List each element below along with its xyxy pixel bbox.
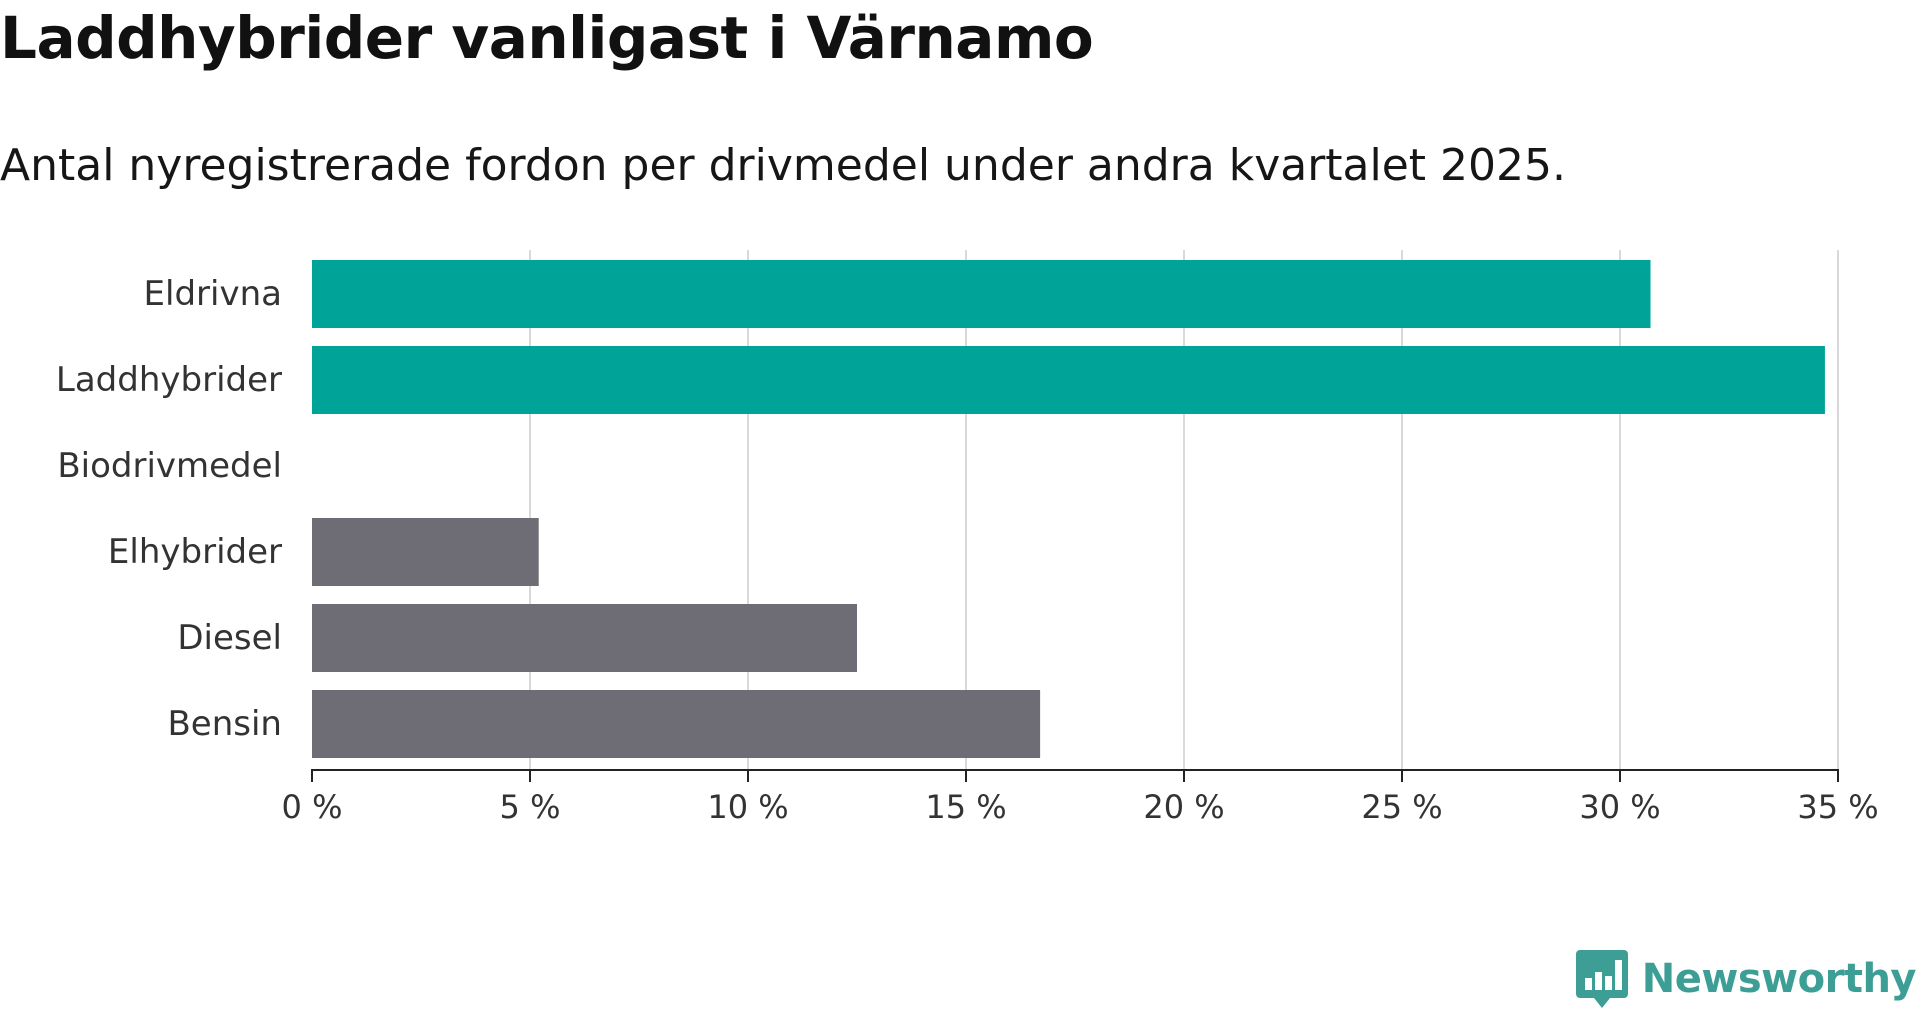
chart-title: Laddhybrider vanligast i Värnamo: [0, 4, 1094, 72]
brand-name: Newsworthy: [1641, 956, 1917, 1002]
x-tick-label: 30 %: [1579, 788, 1660, 826]
x-tick-label: 25 %: [1361, 788, 1442, 826]
category-label: Bensin: [167, 704, 282, 744]
gridlines: [529, 250, 1839, 770]
newsworthy-logo-icon: [1575, 950, 1628, 1008]
x-tick-label: 5 %: [500, 788, 561, 826]
category-label: Eldrivna: [144, 274, 282, 314]
category-label: Elhybrider: [108, 532, 282, 572]
x-tick-label: 0 %: [282, 788, 343, 826]
category-label: Biodrivmedel: [57, 446, 282, 486]
x-tick-label: 10 %: [707, 788, 788, 826]
brand-footer: Newsworthy: [1575, 950, 1917, 1008]
x-tick-label: 35 %: [1797, 788, 1878, 826]
category-label: Diesel: [177, 618, 282, 658]
chart-subtitle: Antal nyregistrerade fordon per drivmede…: [0, 140, 1566, 191]
bar-elhybrider: [312, 518, 539, 586]
bars: [312, 260, 1825, 758]
x-tick-label: 20 %: [1143, 788, 1224, 826]
x-axis: 0 % 5 % 10 % 15 % 20 % 25 % 30 % 35 %: [282, 769, 1879, 826]
bar-diesel: [312, 604, 857, 672]
bar-eldrivna: [312, 260, 1651, 328]
bar-bensin: [312, 690, 1041, 758]
category-labels: Eldrivna Laddhybrider Biodrivmedel Elhybrid…: [56, 274, 282, 744]
category-label: Laddhybrider: [56, 360, 282, 400]
bar-laddhybrider: [312, 346, 1825, 414]
x-tick-label: 15 %: [925, 788, 1006, 826]
bar-chart: Eldrivna Laddhybrider Biodrivmedel Elhybrid…: [56, 250, 1879, 826]
